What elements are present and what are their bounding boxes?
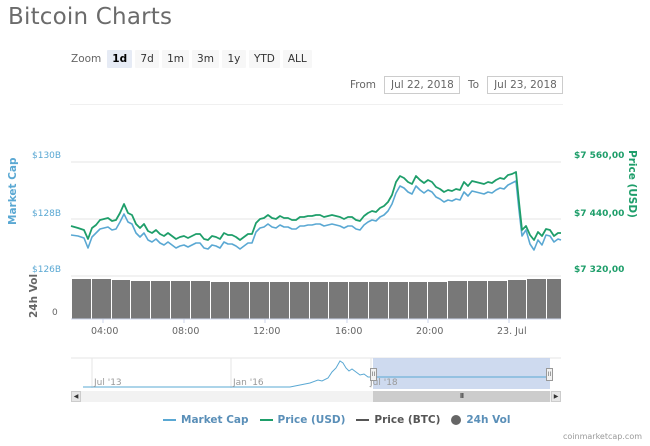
- date-range: From To: [350, 76, 571, 94]
- legend-label: Market Cap: [181, 414, 249, 426]
- legend: Market Cap Price (USD) Price (BTC) 24h V…: [163, 414, 510, 426]
- price-btc-swatch-icon: [356, 419, 370, 421]
- navigator-right-handle[interactable]: II: [546, 368, 553, 381]
- price-usd-line: [70, 171, 561, 241]
- volume-tick: 0: [52, 308, 58, 318]
- market-cap-line: [70, 180, 562, 251]
- right-tick: $7 320,00: [574, 265, 625, 275]
- legend-24h-vol[interactable]: 24h Vol: [451, 414, 510, 426]
- volume-dot-icon: [451, 415, 462, 425]
- navigator-selection: [373, 358, 550, 389]
- legend-label: Price (USD): [277, 414, 346, 426]
- navigator-line: [83, 360, 550, 388]
- volume-bars: [72, 279, 561, 319]
- divider: [70, 104, 563, 105]
- x-tick: 04:00: [91, 326, 119, 337]
- page-title: Bitcoin Charts: [8, 4, 173, 30]
- legend-price-usd[interactable]: Price (USD): [259, 414, 346, 426]
- x-tick: 08:00: [172, 326, 200, 337]
- zoom-all-button[interactable]: ALL: [282, 50, 312, 68]
- navigator-left-handle[interactable]: II: [370, 368, 377, 381]
- left-tick: $130B: [32, 151, 62, 161]
- x-tick: 20:00: [416, 326, 444, 337]
- navigator-label: Jul '18: [370, 378, 398, 388]
- zoom-1d-button[interactable]: 1d: [107, 50, 133, 68]
- zoom-bar: Zoom 1d 7d 1m 3m 1y YTD ALL: [71, 50, 312, 68]
- navigator-label: Jan '16: [233, 378, 264, 388]
- from-date-input[interactable]: [384, 76, 461, 94]
- legend-label: Price (BTC): [374, 414, 441, 426]
- x-tick: 12:00: [253, 326, 281, 337]
- right-tick: $7 560,00: [574, 151, 625, 161]
- price-usd-swatch-icon: [259, 419, 273, 421]
- zoom-7d-button[interactable]: 7d: [135, 50, 160, 68]
- to-label: To: [468, 79, 480, 91]
- left-tick: $128B: [32, 209, 62, 219]
- credit-link[interactable]: coinmarketcap.com: [563, 432, 642, 441]
- legend-label: 24h Vol: [466, 414, 511, 426]
- zoom-ytd-button[interactable]: YTD: [248, 50, 280, 68]
- scroll-left-button[interactable]: ◀: [71, 391, 81, 402]
- legend-market-cap[interactable]: Market Cap: [163, 414, 249, 426]
- zoom-1y-button[interactable]: 1y: [221, 50, 246, 68]
- zoom-label: Zoom: [71, 53, 102, 65]
- to-date-input[interactable]: [487, 76, 564, 94]
- navigator-label: Jul '13: [94, 378, 122, 388]
- scroll-right-button[interactable]: ▶: [551, 391, 561, 402]
- zoom-1m-button[interactable]: 1m: [162, 50, 190, 68]
- left-tick: $126B: [32, 265, 62, 275]
- market-cap-swatch-icon: [163, 419, 176, 421]
- zoom-3m-button[interactable]: 3m: [192, 50, 219, 68]
- right-tick: $7 440,00: [574, 209, 625, 219]
- scrollbar-thumb[interactable]: III: [373, 391, 550, 402]
- x-tick: 23. Jul: [497, 326, 527, 337]
- from-label: From: [350, 79, 377, 91]
- legend-price-btc[interactable]: Price (BTC): [356, 414, 440, 426]
- scrollbar-track: [71, 391, 561, 402]
- x-tick: 16:00: [335, 326, 363, 337]
